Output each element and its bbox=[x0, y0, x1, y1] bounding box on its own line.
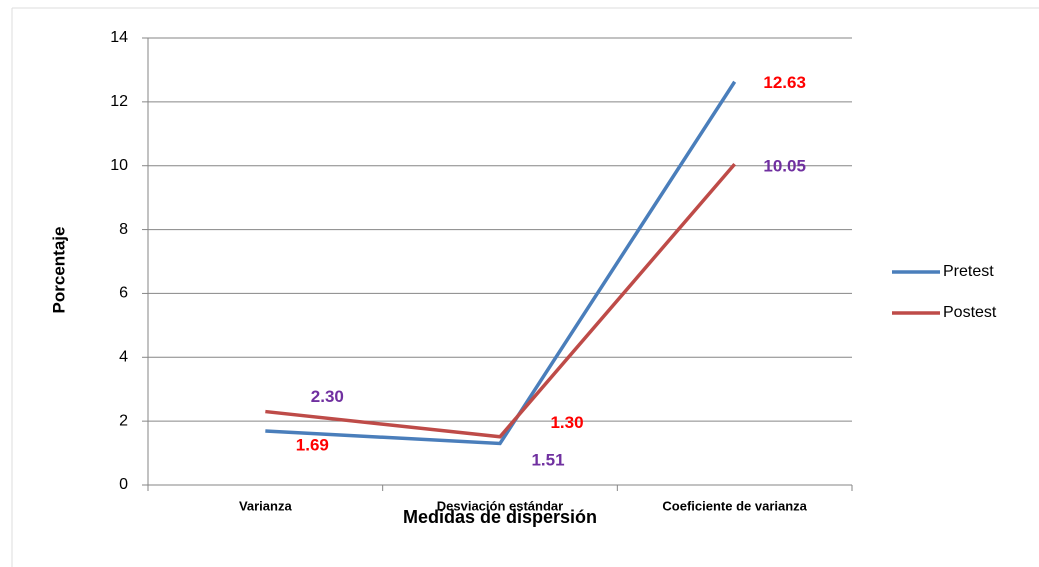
x-tick-label: Desviación estándar bbox=[437, 498, 563, 513]
y-tick-label: 12 bbox=[110, 93, 128, 110]
series-line bbox=[265, 162, 736, 439]
x-axis-title: Medidas de dispersión bbox=[403, 507, 597, 527]
y-tick-label: 0 bbox=[119, 476, 128, 493]
y-tick-label: 14 bbox=[110, 29, 128, 46]
y-axis-title: Porcentaje bbox=[49, 227, 68, 314]
y-tick-label: 4 bbox=[119, 349, 128, 366]
data-label: 12.63 bbox=[763, 73, 806, 92]
data-label: 1.51 bbox=[531, 450, 564, 469]
data-label: 2.30 bbox=[311, 387, 344, 406]
y-tick-label: 10 bbox=[110, 157, 128, 174]
legend-label: Postest bbox=[943, 304, 997, 321]
y-tick-label: 2 bbox=[119, 412, 128, 429]
legend-label: Pretest bbox=[943, 263, 994, 280]
y-tick-label: 8 bbox=[119, 221, 128, 238]
data-label: 1.69 bbox=[296, 436, 329, 455]
series-line bbox=[265, 80, 737, 446]
data-label: 1.30 bbox=[550, 413, 583, 432]
x-tick-label: Coeficiente de varianza bbox=[662, 498, 807, 513]
x-tick-label: Varianza bbox=[239, 498, 293, 513]
y-tick-label: 6 bbox=[119, 285, 128, 302]
data-label: 10.05 bbox=[763, 157, 806, 176]
